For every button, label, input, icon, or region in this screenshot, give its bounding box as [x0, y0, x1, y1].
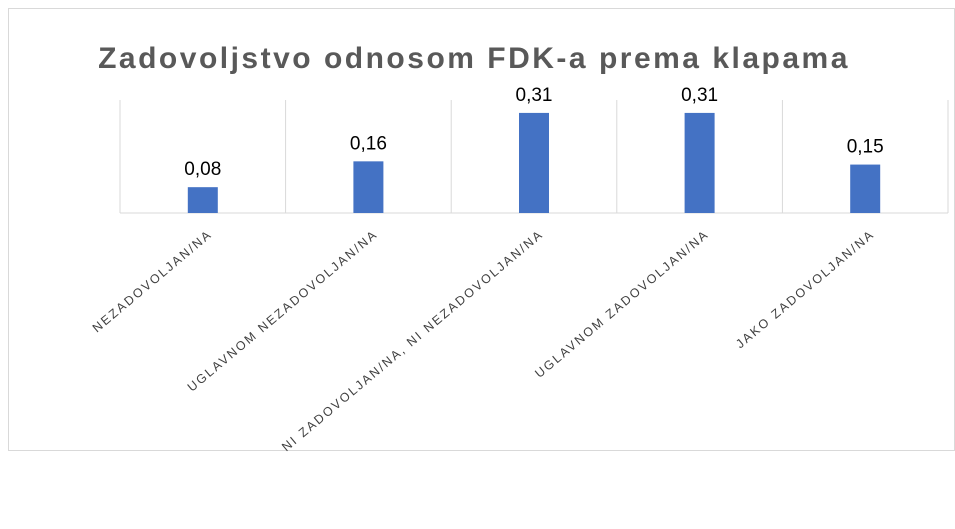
- chart-border: [8, 8, 955, 451]
- value-label: 0,31: [516, 85, 553, 106]
- bar: [353, 161, 384, 213]
- bar: [850, 164, 881, 213]
- chart-title: Zadovoljstvo odnosom FDK-a prema klapama: [98, 42, 850, 75]
- value-label: 0,31: [681, 85, 718, 106]
- value-label: 0,15: [847, 137, 884, 158]
- value-label: 0,16: [350, 133, 387, 154]
- value-label: 0,08: [184, 159, 221, 180]
- bar: [684, 112, 715, 213]
- bar: [187, 187, 218, 213]
- bar: [519, 112, 549, 213]
